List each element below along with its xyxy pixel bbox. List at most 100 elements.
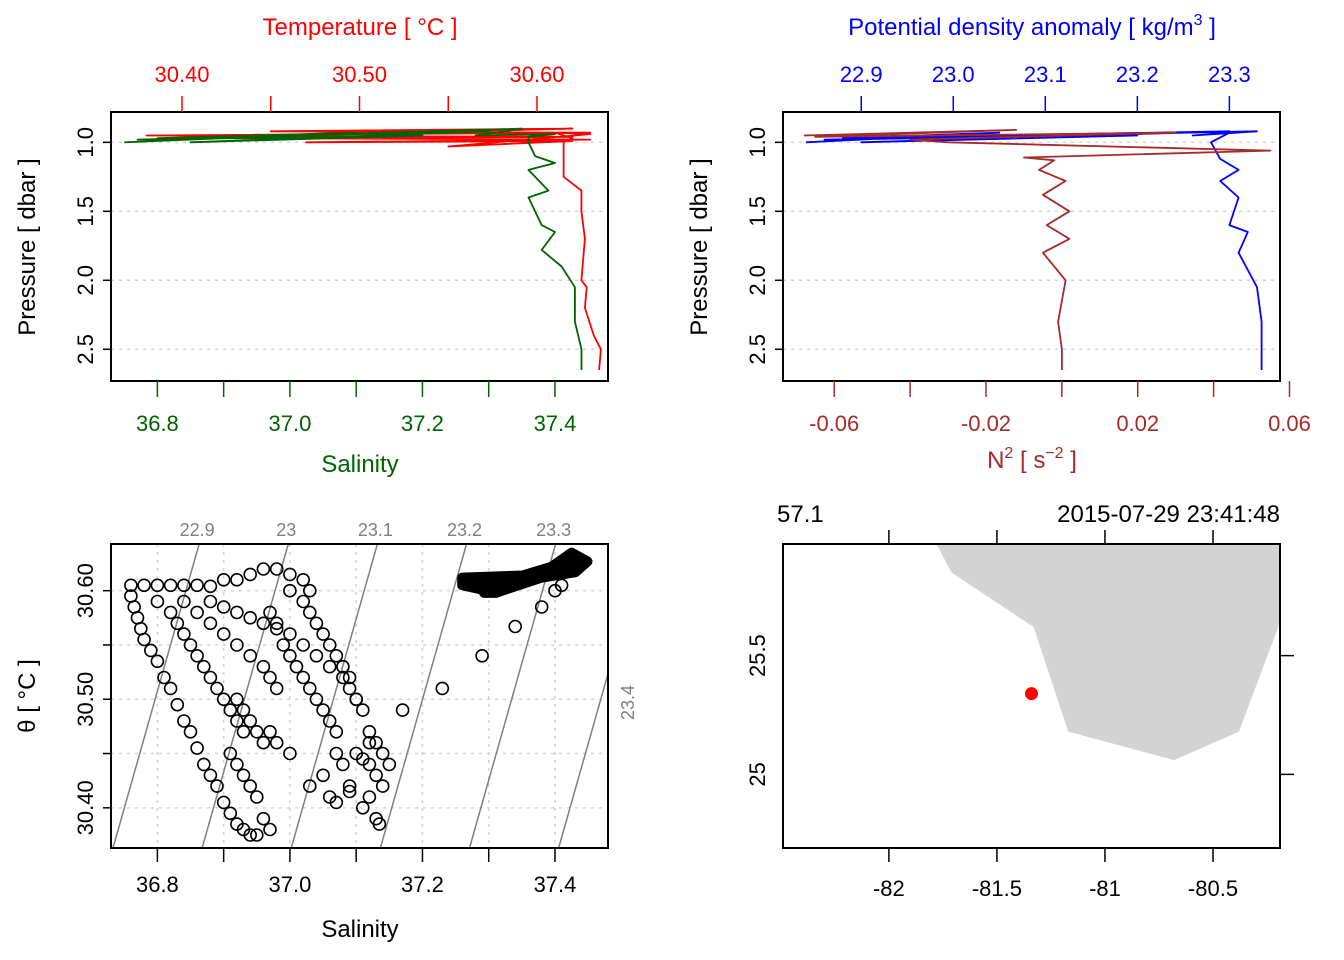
plot-frame	[782, 111, 1281, 382]
y-tick-label: 25.5	[745, 634, 770, 677]
scatter-point	[236, 703, 251, 717]
x-tick-label: 36.8	[136, 872, 179, 897]
land-polygon	[936, 544, 1280, 761]
scatter-point	[190, 578, 204, 593]
bottom-tick-label: -0.02	[961, 411, 1011, 436]
panel-density-n2-profile: Potential density anomaly [ kg/m3 ] N2 […	[686, 12, 1311, 474]
scatter-point	[256, 811, 271, 826]
scatter-point	[249, 724, 264, 739]
scatter-point	[243, 648, 257, 663]
bottom-axis-label-salinity: Salinity	[321, 451, 398, 478]
scatter-point	[230, 692, 244, 707]
scatter-point	[216, 627, 231, 641]
x-tick-label: 37.2	[401, 872, 444, 897]
top-tick-label: 23.0	[932, 62, 975, 87]
scatter-point	[177, 578, 191, 593]
scatter-point	[336, 659, 350, 674]
scatter-point	[269, 616, 284, 631]
scatter-point	[309, 692, 324, 707]
series-line-n2	[803, 129, 1272, 370]
scatter-point	[163, 681, 178, 696]
scatter-point	[137, 578, 151, 593]
scatter-point	[203, 579, 218, 594]
scatter-point	[223, 746, 238, 761]
scatter-point	[243, 567, 257, 582]
scatter-point	[236, 724, 251, 739]
top-axis-label-density: Potential density anomaly [ kg/m3 ]	[848, 12, 1216, 41]
x-tick-label: -81	[1089, 876, 1121, 901]
scatter-point	[197, 659, 211, 674]
y-axis-label-pressure-2: Pressure [ dbar ]	[686, 158, 713, 335]
scatter-point	[177, 594, 191, 609]
y-axis-label-pressure: Pressure [ dbar ]	[14, 158, 41, 335]
scatter-point	[296, 638, 311, 652]
bottom-tick-label: 36.8	[136, 411, 179, 436]
scatter-point	[243, 828, 257, 842]
n2-label-sup: 2	[1004, 445, 1013, 462]
scatter-point	[256, 562, 271, 576]
isopycnal-line	[557, 671, 608, 848]
series-group	[124, 127, 602, 371]
scatter-point	[369, 768, 383, 783]
scatter-point	[216, 572, 231, 587]
scatter-point	[243, 610, 257, 625]
scatter-point	[534, 600, 549, 614]
scatter-point	[150, 594, 165, 609]
scatter-point	[243, 779, 257, 793]
density-label-sup: 3	[1194, 12, 1203, 29]
scatter-point	[177, 714, 191, 728]
scatter-point	[362, 724, 377, 739]
scatter-point	[230, 757, 244, 772]
isopycnal-line	[379, 544, 468, 848]
scatter-point	[269, 735, 284, 750]
scatter-point	[508, 619, 523, 634]
scatter-point	[137, 632, 151, 647]
scatter-point	[475, 648, 489, 663]
scatter-point	[302, 681, 317, 696]
scatter-point	[256, 659, 271, 674]
scatter-point	[329, 648, 344, 663]
scatter-point	[256, 735, 271, 750]
isopycnal-label: 23.3	[536, 520, 571, 540]
plot-frame	[110, 543, 609, 849]
isopycnal-line	[112, 544, 200, 848]
scatter-point	[230, 572, 244, 587]
isopycnal-label: 23.2	[447, 520, 482, 540]
scatter-point	[375, 779, 390, 793]
scatter-point	[435, 681, 450, 696]
scatter-point	[296, 670, 311, 685]
scatter-points	[124, 547, 593, 842]
axes-group: -82 -81.5 -81 -80.5 25 25.5	[745, 530, 1294, 901]
y-tick-label: 1.0	[745, 127, 770, 158]
scatter-point	[283, 746, 297, 761]
scatter-point	[372, 817, 387, 831]
scatter-point	[124, 578, 138, 593]
plot-frame	[782, 543, 1281, 849]
y-tick-label: 2.0	[73, 265, 98, 296]
scatter-point	[210, 681, 224, 696]
scatter-point	[150, 578, 165, 593]
isopycnal-label: 23.4	[618, 685, 638, 720]
axes-group: 1.0 1.5 2.0 2.5 30.40 30.50 30.60 36.8 37.0 37.2 3…	[73, 62, 576, 436]
scatter-point	[296, 572, 311, 587]
scatter-point	[382, 757, 397, 772]
x-tick-label: -80.5	[1188, 876, 1238, 901]
scatter-point	[203, 616, 218, 631]
density-label-end: ]	[1203, 14, 1216, 41]
isopycnal-label: 22.9	[180, 520, 215, 540]
scatter-point	[216, 692, 231, 707]
isopycnal-line	[290, 544, 379, 848]
scatter-point	[329, 746, 344, 761]
bottom-tick-label: -0.06	[809, 411, 859, 436]
scatter-point	[395, 703, 410, 717]
x-axis-label-salinity: Salinity	[321, 916, 398, 943]
scatter-point	[302, 779, 317, 793]
scatter-point	[216, 600, 231, 614]
axes-group: 36.8 37.0 37.2 37.4 30.40 30.50 30.60	[73, 563, 576, 897]
scatter-point	[210, 779, 224, 793]
scatter-point	[170, 697, 185, 712]
scatter-point	[249, 828, 264, 842]
scatter-point	[289, 659, 304, 674]
y-tick-label: 30.60	[73, 563, 98, 618]
